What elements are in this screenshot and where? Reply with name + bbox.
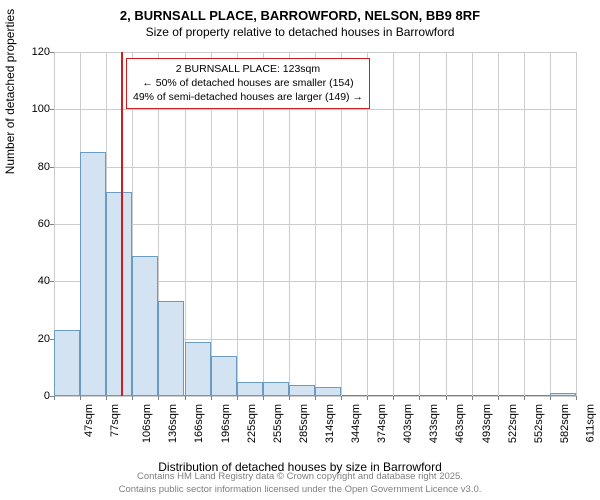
- annotation-line3: 49% of semi-detached houses are larger (…: [133, 90, 363, 104]
- gridline-v: [393, 52, 394, 396]
- x-tick-label: 166sqm: [194, 404, 206, 443]
- x-tick-mark: [341, 396, 342, 400]
- x-tick-mark: [419, 396, 420, 400]
- histogram-bar: [237, 382, 263, 396]
- x-tick-label: 136sqm: [167, 404, 179, 443]
- x-tick-mark: [106, 396, 107, 400]
- reference-line: [121, 52, 123, 396]
- x-tick-label: 582sqm: [559, 404, 571, 443]
- x-tick-mark: [263, 396, 264, 400]
- x-tick-mark: [54, 396, 55, 400]
- histogram-bar: [289, 385, 315, 396]
- gridline-v: [419, 52, 420, 396]
- x-tick-label: 463sqm: [455, 404, 467, 443]
- y-tick-label: 0: [20, 390, 50, 402]
- y-axis-title: Number of detached properties: [3, 9, 17, 174]
- histogram-bar: [132, 256, 158, 396]
- histogram-bar: [80, 152, 106, 396]
- y-tick-label: 100: [20, 103, 50, 115]
- x-tick-label: 47sqm: [83, 404, 95, 437]
- plot-area: 2 BURNSALL PLACE: 123sqm← 50% of detache…: [54, 52, 576, 396]
- x-tick-mark: [393, 396, 394, 400]
- x-tick-mark: [498, 396, 499, 400]
- footer-line2: Contains public sector information licen…: [119, 484, 482, 496]
- x-tick-label: 314sqm: [324, 404, 336, 443]
- x-tick-label: 403sqm: [402, 404, 414, 443]
- x-tick-mark: [80, 396, 81, 400]
- x-tick-label: 344sqm: [350, 404, 362, 443]
- x-tick-mark: [289, 396, 290, 400]
- gridline-v: [498, 52, 499, 396]
- footer-text: Contains HM Land Registry data © Crown c…: [119, 471, 482, 496]
- y-tick-label: 120: [20, 46, 50, 58]
- histogram-bar: [550, 393, 576, 396]
- x-tick-mark: [132, 396, 133, 400]
- histogram-bar: [315, 387, 341, 396]
- x-tick-label: 493sqm: [481, 404, 493, 443]
- x-tick-label: 196sqm: [220, 404, 232, 443]
- x-tick-mark: [185, 396, 186, 400]
- gridline-v: [472, 52, 473, 396]
- x-tick-mark: [237, 396, 238, 400]
- footer-line1: Contains HM Land Registry data © Crown c…: [119, 471, 482, 483]
- annotation-line2: ← 50% of detached houses are smaller (15…: [133, 76, 363, 90]
- x-tick-label: 225sqm: [246, 404, 258, 443]
- x-tick-label: 77sqm: [109, 404, 121, 437]
- x-tick-mark: [550, 396, 551, 400]
- x-tick-mark: [524, 396, 525, 400]
- gridline-v: [550, 52, 551, 396]
- chart-subtitle: Size of property relative to detached ho…: [0, 25, 600, 39]
- x-tick-label: 433sqm: [428, 404, 440, 443]
- histogram-bar: [185, 342, 211, 396]
- annotation-line1: 2 BURNSALL PLACE: 123sqm: [133, 62, 363, 76]
- histogram-bar: [211, 356, 237, 396]
- y-tick-label: 40: [20, 275, 50, 287]
- histogram-bar: [106, 192, 132, 396]
- gridline-v: [524, 52, 525, 396]
- gridline-v: [576, 52, 577, 396]
- x-tick-label: 255sqm: [272, 404, 284, 443]
- chart-container: 2, BURNSALL PLACE, BARROWFORD, NELSON, B…: [0, 0, 600, 500]
- x-tick-label: 374sqm: [376, 404, 388, 443]
- x-tick-mark: [472, 396, 473, 400]
- y-tick-label: 20: [20, 333, 50, 345]
- chart-title: 2, BURNSALL PLACE, BARROWFORD, NELSON, B…: [0, 8, 600, 23]
- x-tick-label: 285sqm: [298, 404, 310, 443]
- x-tick-mark: [158, 396, 159, 400]
- title-area: 2, BURNSALL PLACE, BARROWFORD, NELSON, B…: [0, 0, 600, 39]
- histogram-bar: [158, 301, 184, 396]
- x-tick-label: 522sqm: [507, 404, 519, 443]
- x-tick-label: 106sqm: [141, 404, 153, 443]
- y-tick-label: 80: [20, 161, 50, 173]
- x-tick-label: 611sqm: [584, 404, 596, 442]
- histogram-bar: [263, 382, 289, 396]
- x-tick-mark: [367, 396, 368, 400]
- x-tick-mark: [576, 396, 577, 400]
- y-tick-label: 60: [20, 218, 50, 230]
- x-tick-mark: [211, 396, 212, 400]
- x-tick-mark: [446, 396, 447, 400]
- annotation-box: 2 BURNSALL PLACE: 123sqm← 50% of detache…: [126, 58, 370, 109]
- x-tick-mark: [315, 396, 316, 400]
- histogram-bar: [54, 330, 80, 396]
- x-tick-label: 552sqm: [533, 404, 545, 443]
- gridline-v: [446, 52, 447, 396]
